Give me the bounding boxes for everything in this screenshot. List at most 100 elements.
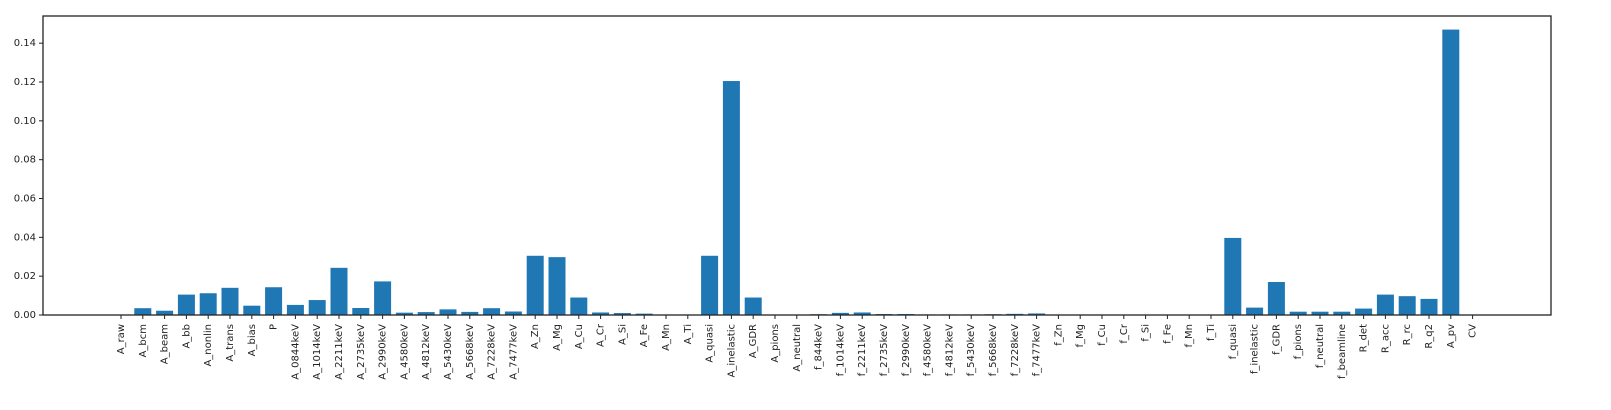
x-tick-label: A_4580keV (399, 324, 410, 380)
x-tick-label: f_Mg (1075, 324, 1086, 348)
bar-A_quasi (701, 256, 718, 315)
x-tick-label: A_5668keV (465, 324, 476, 380)
x-tick-label: R_det (1359, 324, 1370, 352)
x-tick-label: A_bb (181, 324, 192, 349)
bar-A_2735keV (352, 308, 369, 315)
bar-R_q2 (1421, 299, 1438, 315)
bar-A_Cu (570, 298, 587, 315)
bar-A_Mg (549, 257, 566, 315)
x-tick-label: f_inelastic (1250, 324, 1261, 374)
x-tick-label: A_2990keV (378, 324, 389, 380)
bar-R_rc (1399, 296, 1416, 315)
bar-A_2211keV (331, 268, 348, 315)
x-tick-label: A_Mn (661, 324, 672, 351)
y-tick-label: 0.00 (14, 310, 36, 321)
x-tick-label: f_GDR (1271, 324, 1282, 355)
x-tick-label: A_beam (160, 324, 171, 364)
x-tick-label: A_0844keV (290, 324, 301, 380)
y-tick-label: 0.14 (14, 38, 36, 49)
x-tick-label: f_4812keV (944, 324, 955, 377)
x-tick-label: A_neutral (792, 324, 803, 372)
x-tick-label: f_Cr (1119, 323, 1130, 344)
x-tick-label: f_Cu (1097, 324, 1108, 346)
y-tick-label: 0.08 (14, 155, 36, 166)
y-tick-label: 0.04 (14, 232, 36, 243)
x-tick-label: A_2735keV (356, 324, 367, 380)
y-tick-label: 0.12 (14, 77, 36, 88)
bar-R_det (1355, 309, 1372, 315)
bar-R_acc (1377, 295, 1394, 315)
x-tick-label: A_5430keV (443, 324, 454, 380)
x-tick-label: f_4580keV (923, 324, 934, 377)
bar-A_Zn (527, 256, 544, 315)
bar-A_GDR (745, 298, 762, 315)
bar-A_5430keV (440, 309, 457, 315)
x-tick-label: A_GDR (748, 324, 759, 358)
x-tick-label: A_Zn (530, 324, 541, 349)
bar-A_trans (222, 288, 239, 315)
bar-A_inelastic (723, 81, 740, 315)
plot-frame (43, 16, 1551, 315)
bar-A_nonlin (200, 293, 217, 315)
x-tick-label: f_7228keV (1010, 324, 1021, 377)
x-axis: A_raw A_bcm A_beam A_bb A_nonlin A_trans A_bia… (116, 315, 1479, 380)
bars-group (134, 30, 1459, 315)
bar-f_inelastic (1246, 308, 1263, 315)
x-tick-label: f_pions (1293, 324, 1304, 359)
x-tick-label: f_844keV (814, 324, 825, 370)
y-tick-label: 0.02 (14, 271, 36, 282)
x-tick-label: f_2735keV (879, 324, 890, 377)
bar-A_7228keV (483, 308, 500, 315)
x-tick-label: CV (1468, 324, 1479, 338)
x-tick-label: A_nonlin (203, 324, 214, 367)
x-tick-label: A_Cr (596, 323, 607, 347)
x-tick-label: A_bias (247, 324, 258, 356)
x-tick-label: A_Cu (574, 324, 585, 349)
x-tick-label: P (269, 324, 280, 330)
x-tick-label: A_quasi (705, 324, 716, 363)
bar-A_2990keV (374, 281, 391, 315)
x-tick-label: f_Zn (1053, 324, 1064, 346)
bar-A_bcm (134, 308, 151, 315)
x-tick-label: f_Ti (1206, 324, 1217, 341)
x-tick-label: A_1014keV (312, 324, 323, 380)
x-tick-label: A_Ti (683, 324, 694, 344)
x-tick-label: A_Si (617, 324, 628, 345)
bar-A_bias (243, 306, 260, 315)
bar-P (265, 287, 282, 315)
x-tick-label: f_quasi (1228, 324, 1239, 359)
bar-f_GDR (1268, 282, 1285, 315)
y-tick-label: 0.06 (14, 194, 36, 205)
x-tick-label: f_2211keV (857, 324, 868, 377)
x-tick-label: f_Si (1141, 324, 1152, 342)
x-tick-label: A_pv (1446, 324, 1457, 348)
x-tick-label: A_raw (116, 324, 127, 354)
x-tick-label: A_4812keV (421, 324, 432, 380)
x-tick-label: f_7477keV (1032, 324, 1043, 377)
x-tick-label: f_1014keV (835, 324, 846, 377)
x-tick-label: R_q2 (1424, 324, 1435, 349)
x-tick-label: R_acc (1380, 324, 1391, 353)
x-tick-label: A_pions (770, 324, 781, 363)
x-tick-label: f_5430keV (966, 324, 977, 377)
bar-f_quasi (1224, 238, 1241, 315)
x-tick-label: A_Mg (552, 324, 563, 351)
bar-A_1014keV (309, 300, 326, 315)
x-tick-label: A_Fe (639, 324, 650, 347)
x-tick-label: f_5668keV (988, 324, 999, 377)
bar-A_bb (178, 295, 195, 315)
x-tick-label: f_neutral (1315, 324, 1326, 368)
y-tick-label: 0.10 (14, 116, 36, 127)
x-tick-label: A_7228keV (487, 324, 498, 380)
x-tick-label: A_bcm (138, 324, 149, 357)
x-tick-label: f_Mn (1184, 324, 1195, 348)
x-tick-label: R_rc (1402, 324, 1413, 345)
x-tick-label: A_trans (225, 324, 236, 362)
x-tick-label: f_beamline (1337, 324, 1348, 379)
bar-A_pv (1442, 30, 1459, 315)
x-tick-label: A_inelastic (726, 324, 737, 377)
x-tick-label: A_2211keV (334, 324, 345, 380)
y-axis: 0.00 0.02 0.04 0.06 0.08 0.10 0.12 0.14 (14, 38, 43, 321)
